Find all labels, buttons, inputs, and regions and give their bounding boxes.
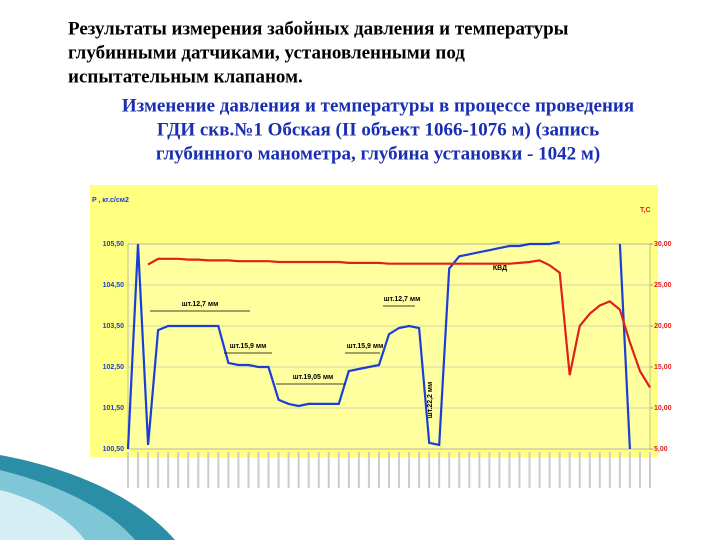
header-line: глубинными датчиками, установленными под	[68, 42, 465, 63]
y2-tick-label: 25,00	[654, 282, 672, 289]
x-tick-label-band	[237, 452, 240, 488]
x-tick-label-band	[438, 452, 441, 488]
y2-tick-label: 15,00	[654, 364, 672, 371]
x-tick-label-band	[217, 452, 220, 488]
x-tick-label-band	[598, 452, 601, 488]
x-tick-label-band	[458, 452, 461, 488]
x-tick-label-band	[538, 452, 541, 488]
x-tick-label-band	[548, 452, 551, 488]
subtitle-line: Изменение давления и температуры в проце…	[122, 95, 634, 116]
x-tick-label-band	[408, 452, 411, 488]
x-tick-label-band	[147, 452, 150, 488]
x-tick-label-band	[448, 452, 451, 488]
annotation: шт.15,9 мм	[347, 343, 384, 350]
y-tick-label: 100,50	[103, 446, 125, 453]
decoration	[0, 490, 85, 540]
y2-tick-label: 10,00	[654, 405, 672, 412]
x-tick-label-band	[307, 452, 310, 488]
y2-tick-label: 20,00	[654, 323, 672, 330]
x-tick-label-band	[197, 452, 200, 488]
x-tick-label-band	[428, 452, 431, 488]
x-tick-label-band	[317, 452, 320, 488]
x-tick-label-band	[347, 452, 350, 488]
x-tick-label-band	[137, 452, 140, 488]
annotation: шт.22,2 мм	[427, 382, 434, 419]
x-tick-label-band	[257, 452, 260, 488]
header-line: Результаты измерения забойных давления и…	[68, 18, 569, 39]
x-tick-label-band	[157, 452, 160, 488]
x-tick-label-band	[638, 452, 641, 488]
y-tick-label: 104,50	[103, 282, 125, 289]
x-tick-label-band	[327, 452, 330, 488]
x-tick-label-band	[588, 452, 591, 488]
x-tick-label-band	[337, 452, 340, 488]
y2-tick-label: 30,00	[654, 241, 672, 248]
x-tick-label-band	[488, 452, 491, 488]
x-tick-label-band	[287, 452, 290, 488]
x-tick-label-band	[398, 452, 401, 488]
x-tick-label-band	[227, 452, 230, 488]
x-tick-label-band	[478, 452, 481, 488]
annotation: шт.15,9 мм	[230, 343, 267, 350]
x-tick-label-band	[418, 452, 421, 488]
x-tick-label-band	[558, 452, 561, 488]
x-tick-label-band	[618, 452, 621, 488]
y-tick-label: 105,50	[103, 241, 125, 248]
annotation: шт.19,05 мм	[293, 374, 333, 381]
x-tick-label-band	[277, 452, 280, 488]
x-tick-label-band	[207, 452, 210, 488]
annotation: КВД	[493, 265, 507, 272]
x-tick-label-band	[628, 452, 631, 488]
series-line	[147, 257, 651, 389]
plot-area	[127, 243, 651, 450]
x-tick-label-band	[247, 452, 250, 488]
x-tick-label-band	[649, 452, 651, 488]
x-tick-label-band	[357, 452, 360, 488]
y2-axis-label: T,C	[640, 207, 651, 214]
y-tick-label: 103,50	[103, 323, 125, 330]
x-tick-label-band	[528, 452, 531, 488]
x-tick-label-band	[498, 452, 501, 488]
x-tick-label-band	[187, 452, 190, 488]
x-tick-label-band	[468, 452, 471, 488]
subtitle-line: ГДИ скв.№1 Обская (II объект 1066-1076 м…	[157, 119, 599, 140]
header-line: испытательным клапаном.	[68, 66, 303, 87]
series-line	[126, 240, 631, 450]
x-tick-label-band	[127, 452, 129, 488]
x-tick-label-band	[578, 452, 581, 488]
x-tick-label-band	[177, 452, 180, 488]
y2-tick-label: 5,00	[654, 446, 668, 453]
x-tick-label-band	[608, 452, 611, 488]
x-tick-label-band	[367, 452, 370, 488]
x-tick-label-band	[508, 452, 511, 488]
annotation: шт.12,7 мм	[182, 301, 219, 308]
x-tick-label-band	[518, 452, 521, 488]
annotation: шт.12,7 мм	[384, 296, 421, 303]
x-tick-label-band	[297, 452, 300, 488]
x-tick-label-band	[568, 452, 571, 488]
y-axis-label: P , кг.с/см2	[92, 197, 129, 204]
y-tick-label: 101,50	[103, 405, 125, 412]
x-tick-label-band	[267, 452, 270, 488]
x-tick-label-band	[388, 452, 390, 488]
x-tick-label-band	[377, 452, 380, 488]
subtitle-line: глубинного манометра, глубина установки …	[156, 143, 600, 164]
y-tick-label: 102,50	[103, 364, 125, 371]
x-tick-label-band	[167, 452, 170, 488]
